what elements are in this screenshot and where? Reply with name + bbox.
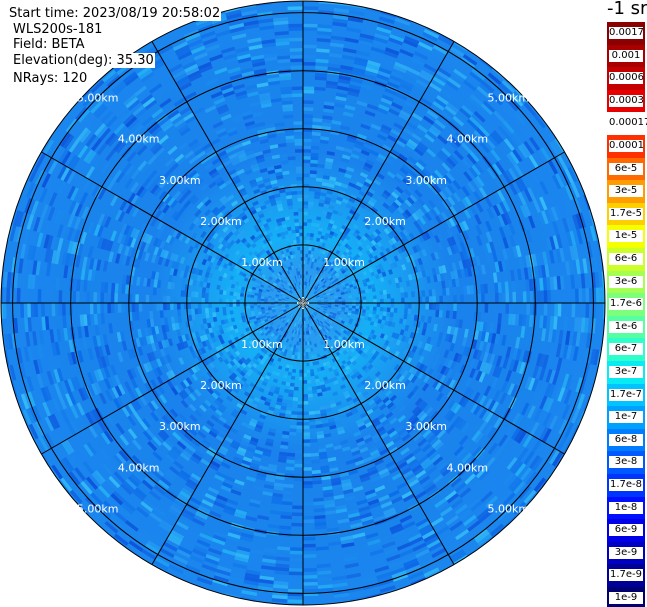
azimuth-line-210 bbox=[151, 302, 304, 565]
ring-label-2km: 2.00km bbox=[200, 379, 242, 392]
colorbar-tick-label: 1.7e-6 bbox=[609, 298, 643, 311]
ring-label-3km: 3.00km bbox=[405, 420, 447, 433]
colorbar-segment bbox=[607, 112, 645, 136]
colorbar-tick-label: 1e-8 bbox=[609, 501, 643, 514]
colorbar-tick-label: 1e-5 bbox=[609, 230, 643, 243]
ring-label-5km: 5.00km bbox=[488, 502, 530, 515]
colorbar-tick-label: 3e-6 bbox=[609, 275, 643, 288]
nrays-label: NRays: 120 bbox=[12, 71, 89, 86]
ring-label-3km: 3.00km bbox=[405, 174, 447, 187]
colorbar-unit-label: -1 sr bbox=[607, 0, 647, 19]
colorbar-tick-label: 1e-9 bbox=[609, 592, 643, 604]
colorbar-tick-label: 1.7e-9 bbox=[609, 569, 643, 582]
elevation-label: Elevation(deg): 35.30 bbox=[12, 53, 155, 68]
ring-label-4km: 4.00km bbox=[118, 461, 160, 474]
colorbar-tick-label: 0.00017 bbox=[609, 117, 647, 129]
ring-label-1km: 1.00km bbox=[241, 338, 283, 351]
ring-label-5km: 5.00km bbox=[77, 502, 119, 515]
colorbar-tick-label: 3e-8 bbox=[609, 456, 643, 469]
ring-label-2km: 2.00km bbox=[364, 215, 406, 228]
colorbar-tick-label: 0.001 bbox=[609, 49, 643, 62]
colorbar-tick-label: 0.0001 bbox=[609, 140, 644, 152]
radar-center-marker bbox=[297, 297, 309, 309]
ring-label-5km: 5.00km bbox=[77, 92, 119, 105]
ring-label-2km: 2.00km bbox=[364, 379, 406, 392]
azimuth-line-150 bbox=[302, 302, 455, 565]
colorbar-tick-label: 6e-6 bbox=[609, 253, 643, 265]
azimuth-line-240 bbox=[41, 302, 304, 455]
colorbar-tick-label: 3e-9 bbox=[609, 546, 643, 559]
colorbar-tick-label: 6e-8 bbox=[609, 433, 643, 446]
ring-label-4km: 4.00km bbox=[447, 133, 489, 146]
colorbar-tick-label: 1e-6 bbox=[609, 320, 643, 333]
ring-label-2km: 2.00km bbox=[200, 215, 242, 228]
colorbar-tick-label: 3e-7 bbox=[609, 366, 643, 378]
device-label: WLS200s-181 bbox=[12, 22, 104, 37]
field-label: Field: BETA bbox=[12, 37, 86, 52]
ring-label-4km: 4.00km bbox=[447, 461, 489, 474]
ring-label-3km: 3.00km bbox=[159, 420, 201, 433]
azimuth-line-120 bbox=[302, 302, 565, 455]
azimuth-line-30 bbox=[302, 41, 455, 304]
ring-label-1km: 1.00km bbox=[241, 256, 283, 269]
ppi-texture bbox=[1, 1, 605, 604]
azimuth-line-330 bbox=[151, 41, 304, 304]
ring-label-5km: 5.00km bbox=[488, 92, 530, 105]
colorbar-tick-label: 1.7e-8 bbox=[609, 479, 643, 491]
colorbar-tick-label: 6e-9 bbox=[609, 524, 643, 537]
ring-label-1km: 1.00km bbox=[323, 256, 365, 269]
colorbar-tick-label: 6e-7 bbox=[609, 343, 643, 356]
ring-label-3km: 3.00km bbox=[159, 174, 201, 187]
colorbar-tick-label: 6e-5 bbox=[609, 162, 643, 175]
colorbar-tick-label: 0.0003 bbox=[609, 94, 644, 107]
colorbar-tick-label: 1e-7 bbox=[609, 411, 643, 424]
ring-label-1km: 1.00km bbox=[323, 338, 365, 351]
colorbar-tick-label: 1.7e-7 bbox=[609, 388, 643, 401]
start-time-label: Start time: 2023/08/19 20:58:02 bbox=[8, 6, 222, 21]
colorbar-tick-label: 1.7e-5 bbox=[609, 207, 643, 220]
colorbar-tick-label: 0.0006 bbox=[609, 72, 644, 85]
ring-label-4km: 4.00km bbox=[118, 133, 160, 146]
colorbar-tick-label: 0.0017 bbox=[609, 27, 644, 39]
azimuth-line-60 bbox=[302, 151, 565, 304]
azimuth-line-300 bbox=[41, 151, 304, 304]
colorbar-tick-label: 3e-5 bbox=[609, 185, 643, 198]
